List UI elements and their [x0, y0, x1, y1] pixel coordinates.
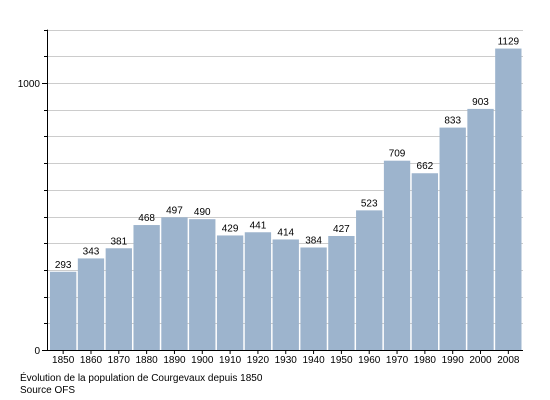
bar-value-label: 343	[83, 246, 100, 257]
bar	[467, 108, 494, 350]
bar	[50, 271, 77, 350]
bar-value-label: 709	[389, 149, 406, 160]
bar-value-label: 833	[444, 116, 461, 127]
x-tick-label: 1910	[219, 355, 242, 366]
x-tick-label: 1870	[108, 355, 131, 366]
bar	[77, 258, 105, 350]
bar-value-label: 384	[305, 235, 322, 246]
bar	[383, 160, 411, 350]
x-tick-label: 1990	[442, 355, 465, 366]
chart-source: Source OFS	[20, 385, 76, 396]
bar-value-label: 468	[138, 213, 155, 224]
bar	[411, 173, 439, 350]
bar-value-label: 429	[222, 223, 239, 234]
y-tick-label: 1000	[18, 79, 41, 90]
bar-value-label: 293	[55, 260, 72, 271]
bar	[244, 232, 272, 350]
x-tick-label: 1920	[247, 355, 270, 366]
x-tick-label: 1950	[330, 355, 353, 366]
chart-caption: Évolution de la population de Courgevaux…	[20, 373, 263, 384]
bar-value-label: 414	[277, 227, 294, 238]
y-tick-label: 0	[34, 346, 40, 357]
bar-value-label: 381	[110, 236, 127, 247]
bar-value-label: 523	[361, 198, 378, 209]
bar-value-label: 903	[472, 97, 489, 108]
x-tick-label: 1980	[414, 355, 437, 366]
x-tick-label: 1930	[275, 355, 298, 366]
x-tick-label: 1940	[302, 355, 325, 366]
bar	[105, 248, 132, 350]
bar	[356, 210, 383, 350]
x-tick-label: 1860	[80, 355, 103, 366]
bar-value-label: 662	[417, 161, 434, 172]
bar-value-label: 497	[166, 205, 183, 216]
bar-value-label: 1129	[498, 37, 520, 48]
bar	[328, 235, 355, 350]
x-tick-label: 1880	[136, 355, 159, 366]
x-tick-label: 2000	[469, 355, 492, 366]
bar	[272, 239, 299, 350]
bar-value-label: 427	[333, 224, 350, 235]
bar	[495, 48, 522, 350]
bar-value-label: 441	[250, 220, 267, 231]
x-tick-label: 1890	[163, 355, 186, 366]
bar	[439, 127, 466, 351]
bar	[133, 225, 160, 350]
bar	[300, 247, 327, 350]
x-tick-label: 1970	[386, 355, 409, 366]
bar	[189, 219, 216, 350]
bar-value-label: 490	[194, 207, 211, 218]
bar	[216, 235, 244, 350]
bar	[161, 217, 188, 350]
x-tick-label: 2008	[497, 355, 520, 366]
x-tick-label: 1850	[52, 355, 75, 366]
x-tick-label: 1960	[358, 355, 381, 366]
x-tick-label: 1900	[191, 355, 214, 366]
